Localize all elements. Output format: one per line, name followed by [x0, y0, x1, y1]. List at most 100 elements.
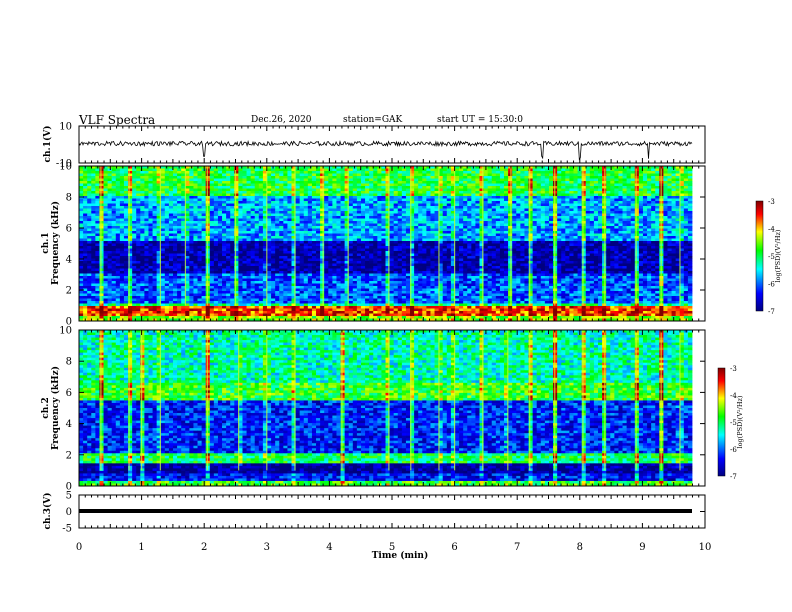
- spectrogram-cell: [586, 189, 590, 192]
- spectrogram-cell: [663, 246, 667, 249]
- spectrogram-cell: [688, 236, 692, 239]
- spectrogram-cell: [87, 211, 91, 214]
- spectrogram-cell: [202, 196, 206, 199]
- spectrogram-cell: [287, 231, 291, 234]
- spectrogram-cell: [251, 206, 255, 209]
- spectrogram-cell: [112, 244, 116, 247]
- spectrogram-cell: [99, 236, 103, 239]
- spectrogram-cell: [91, 211, 95, 214]
- spectrogram-cell: [610, 219, 614, 222]
- spectrogram-cell: [242, 191, 246, 194]
- spectrogram-cell: [104, 244, 108, 247]
- spectrogram-cell: [251, 216, 255, 219]
- spectrogram-cell: [663, 244, 667, 247]
- spectrogram-cell: [443, 171, 447, 174]
- spectrogram-cell: [87, 236, 91, 239]
- spectrogram-cell: [312, 181, 316, 184]
- spectrogram-cell: [210, 179, 214, 182]
- spectrogram-cell: [455, 226, 459, 229]
- spectrogram-cell: [537, 231, 541, 234]
- spectrogram-cell: [569, 239, 573, 242]
- spectrogram-cell: [251, 184, 255, 187]
- spectrogram-cell: [381, 246, 385, 249]
- spectrogram-cell: [672, 244, 676, 247]
- spectrogram-cell: [271, 171, 275, 174]
- spectrogram-cell: [672, 206, 676, 209]
- spectrogram-cell: [79, 216, 83, 219]
- spectrogram-cell: [390, 186, 394, 189]
- spectrogram-cell: [496, 199, 500, 202]
- spectrogram-cell: [226, 201, 230, 204]
- spectrogram-cell: [148, 214, 152, 217]
- spectrogram-cell: [623, 171, 627, 174]
- spectrogram-cell: [573, 199, 577, 202]
- spectrogram-cell: [336, 186, 340, 189]
- spectrogram-cell: [206, 191, 210, 194]
- spectrogram-cell: [148, 179, 152, 182]
- spectrogram-cell: [206, 201, 210, 204]
- spectrogram-cell: [688, 184, 692, 187]
- spectrogram-cell: [349, 241, 353, 244]
- spectrogram-cell: [210, 206, 214, 209]
- spectrogram-cell: [643, 246, 647, 249]
- spectrogram-cell: [144, 249, 148, 252]
- spectrogram-cell: [136, 201, 140, 204]
- spectrogram-cell: [512, 179, 516, 182]
- spectrogram-cell: [647, 231, 651, 234]
- spectrogram-cell: [193, 246, 197, 249]
- spectrogram-cell: [463, 169, 467, 172]
- spectrogram-cell: [631, 239, 635, 242]
- spectrogram-cell: [222, 171, 226, 174]
- spectrogram-cell: [484, 189, 488, 192]
- spectrogram-cell: [238, 236, 242, 239]
- spectrogram-cell: [108, 224, 112, 227]
- spectrogram-cell: [520, 219, 524, 222]
- spectrogram-cell: [83, 246, 87, 249]
- spectrogram-cell: [108, 176, 112, 179]
- spectrogram-cell: [189, 214, 193, 217]
- spectrogram-cell: [222, 211, 226, 214]
- spectrogram-cell: [418, 219, 422, 222]
- spectrogram-cell: [144, 216, 148, 219]
- spectrogram-cell: [414, 194, 418, 197]
- spectrogram-cell: [402, 221, 406, 224]
- spectrogram-cell: [549, 236, 553, 239]
- spectrogram-cell: [173, 189, 177, 192]
- spectrogram-cell: [161, 226, 165, 229]
- spectrogram-cell: [426, 219, 430, 222]
- spectrogram-cell: [504, 246, 508, 249]
- spectrogram-cell: [104, 186, 108, 189]
- spectrogram-cell: [614, 209, 618, 212]
- spectrogram-cell: [627, 241, 631, 244]
- spectrogram-cell: [136, 181, 140, 184]
- spectrogram-cell: [79, 201, 83, 204]
- spectrogram-cell: [99, 196, 103, 199]
- spectrogram-cell: [328, 219, 332, 222]
- spectrogram-cell: [341, 181, 345, 184]
- spectrogram-cell: [651, 169, 655, 172]
- spectrogram-cell: [173, 199, 177, 202]
- spectrogram-cell: [120, 226, 124, 229]
- spectrogram-cell: [87, 224, 91, 227]
- spectrogram-cell: [120, 249, 124, 252]
- spectrogram-cell: [533, 234, 537, 237]
- spectrogram-cell: [643, 219, 647, 222]
- spectrogram-cell: [300, 211, 304, 214]
- spectrogram-cell: [516, 171, 520, 174]
- spectrogram-cell: [655, 189, 659, 192]
- spectrogram-cell: [524, 224, 528, 227]
- spectrogram-cell: [214, 179, 218, 182]
- spectrogram-cell: [99, 249, 103, 252]
- spectrogram-cell: [91, 234, 95, 237]
- spectrogram-cell: [214, 174, 218, 177]
- spectrogram-cell: [537, 241, 541, 244]
- spectrogram-cell: [688, 229, 692, 232]
- spectrogram-cell: [87, 199, 91, 202]
- spectrogram-cell: [189, 206, 193, 209]
- spectrogram-cell: [296, 226, 300, 229]
- spectrogram-cell: [430, 201, 434, 204]
- spectrogram-cell: [108, 201, 112, 204]
- spectrogram-cell: [198, 229, 202, 232]
- spectrogram-cell: [144, 244, 148, 247]
- spectrogram-cell: [349, 219, 353, 222]
